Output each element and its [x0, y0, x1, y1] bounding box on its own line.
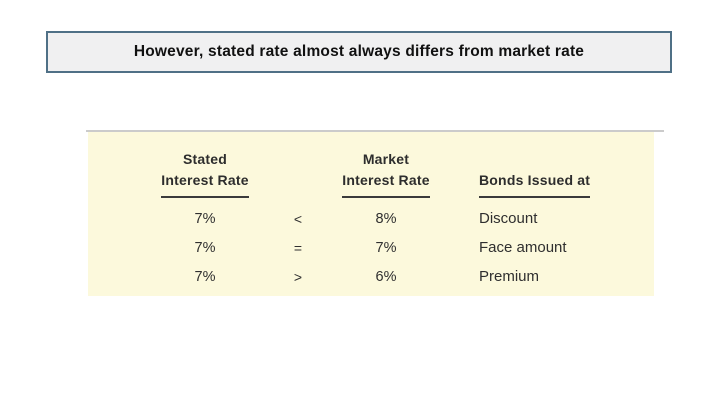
market-rate-rows: 8% 7% 6%: [311, 204, 461, 291]
column-stated-rate: Stated Interest Rate 7% 7% 7%: [130, 142, 280, 291]
title-box: However, stated rate almost always diffe…: [46, 31, 672, 73]
column-comparison: < = >: [268, 142, 328, 291]
bonds-header-line: Bonds Issued at: [479, 172, 591, 188]
stated-header-line2: Interest Rate: [161, 172, 249, 188]
stated-header-underline: Stated Interest Rate: [161, 149, 249, 198]
bonds-issued-value: Premium: [479, 268, 540, 285]
column-market-rate: Market Interest Rate 8% 7% 6%: [311, 142, 461, 291]
rate-comparison-table: Stated Interest Rate 7% 7% 7% < = > Mark…: [88, 132, 654, 296]
bonds-header: Bonds Issued at: [479, 142, 651, 198]
market-header-line2: Interest Rate: [342, 172, 430, 188]
table-top-border: [86, 130, 664, 132]
comparison-symbol: <: [293, 210, 303, 227]
bonds-issued-value: Face amount: [479, 239, 567, 256]
stated-rate-value: 7%: [194, 239, 216, 256]
market-header-underline: Market Interest Rate: [342, 149, 430, 198]
comparison-symbol: >: [293, 268, 303, 285]
bonds-issued-value: Discount: [479, 210, 538, 227]
stated-rate-rows: 7% 7% 7%: [130, 204, 280, 291]
market-header-line1: Market: [362, 151, 410, 167]
market-rate-value: 7%: [375, 239, 397, 256]
bonds-header-underline: Bonds Issued at: [479, 170, 591, 198]
bonds-issued-rows: Discount Face amount Premium: [479, 204, 651, 291]
stated-rate-value: 7%: [194, 268, 216, 285]
stated-header-line1: Stated: [182, 151, 227, 167]
column-bonds-issued-at: Bonds Issued at Discount Face amount Pre…: [479, 142, 651, 291]
stated-header: Stated Interest Rate: [130, 142, 280, 198]
slide-title: However, stated rate almost always diffe…: [133, 43, 585, 60]
market-rate-value: 6%: [375, 268, 397, 285]
market-header: Market Interest Rate: [311, 142, 461, 198]
comparison-symbol: =: [293, 239, 303, 256]
market-rate-value: 8%: [375, 210, 397, 227]
comparison-rows: < = >: [268, 204, 328, 291]
stated-rate-value: 7%: [194, 210, 216, 227]
